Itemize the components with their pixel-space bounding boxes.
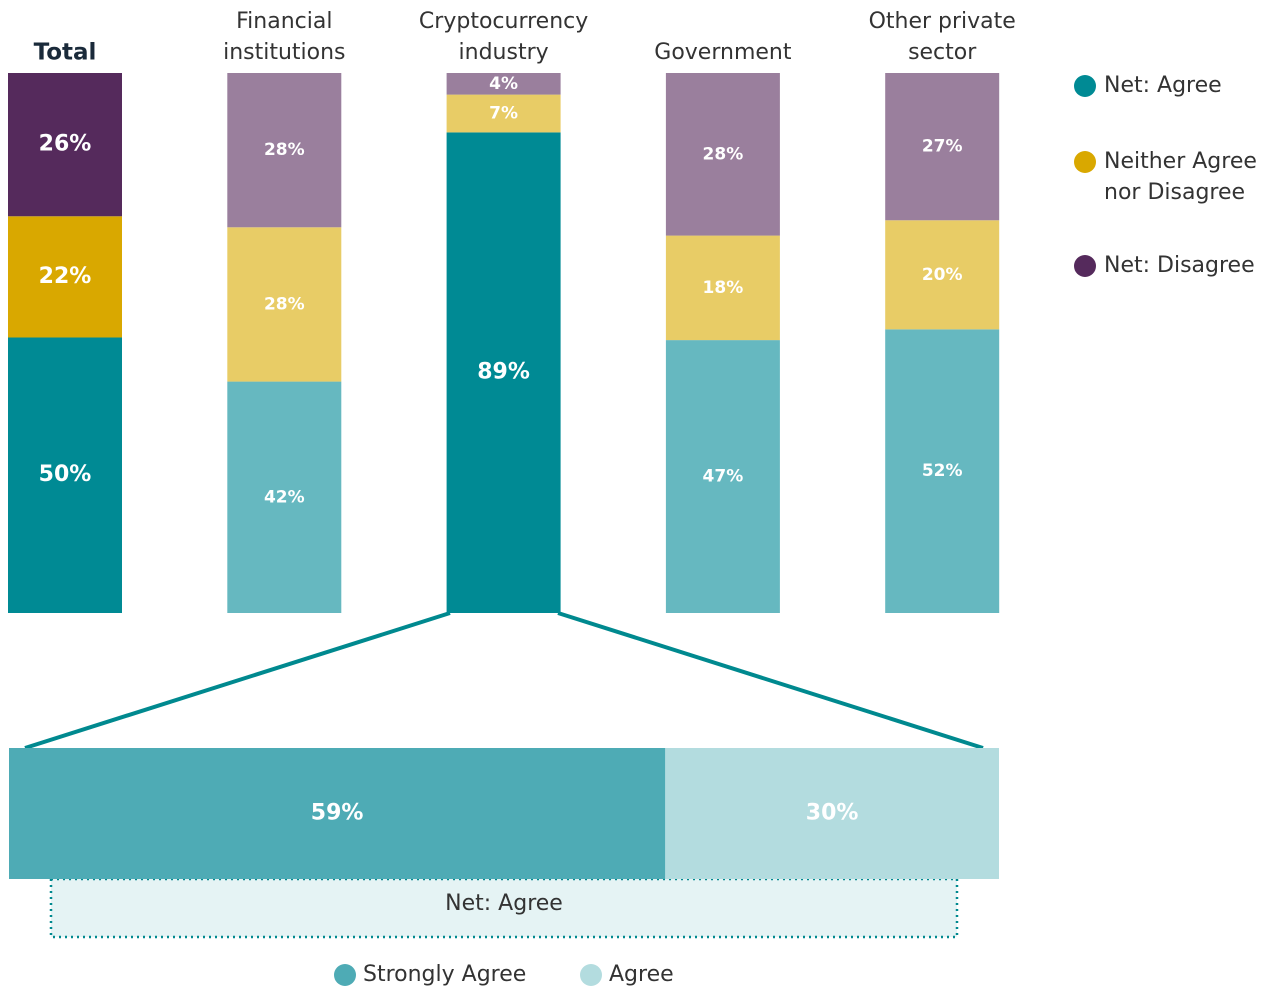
value-label: 30% xyxy=(806,801,859,826)
bar-segment xyxy=(9,748,666,879)
x-tick-label: Cryptocurrency industry xyxy=(418,9,589,65)
value-label: 18% xyxy=(703,278,744,298)
x-tick-label: Other private sector xyxy=(868,9,1016,65)
zoom-line xyxy=(24,611,451,750)
value-label: 28% xyxy=(264,294,305,314)
bar-segment xyxy=(446,94,561,133)
x-tick-label: Financial institutions xyxy=(223,9,346,65)
value-label: 47% xyxy=(703,467,744,487)
value-label: 28% xyxy=(703,144,744,164)
legend-marker xyxy=(334,964,356,986)
legend-label: Strongly Agree xyxy=(363,962,527,987)
value-label: 28% xyxy=(264,140,305,160)
legend-label: Neither Agree nor Disagree xyxy=(1104,149,1257,205)
bar-segment xyxy=(665,340,780,613)
value-label: 59% xyxy=(311,801,364,826)
value-label: 89% xyxy=(477,360,530,385)
zoom-line xyxy=(557,611,984,750)
bar-segment xyxy=(665,748,999,879)
bar-segment xyxy=(227,381,342,613)
value-label: 26% xyxy=(39,132,92,157)
bar-segment xyxy=(885,329,1000,613)
annotation: Net: Agree xyxy=(445,891,563,916)
value-label: 50% xyxy=(39,462,92,487)
legend-marker xyxy=(580,964,602,986)
bar-segment xyxy=(665,73,780,236)
value-label: 4% xyxy=(489,74,518,94)
legend-marker xyxy=(1074,255,1096,277)
bar-segment xyxy=(227,73,342,228)
bar-segment xyxy=(885,73,1000,221)
bar-segment xyxy=(8,216,122,338)
legend-marker xyxy=(1074,75,1096,97)
value-label: 42% xyxy=(264,487,305,507)
x-tick-label: Government xyxy=(654,40,792,65)
legend-label: Agree xyxy=(609,962,674,987)
bar-segment xyxy=(885,220,1000,330)
value-label: 27% xyxy=(922,137,963,157)
bar-segment xyxy=(8,337,122,613)
value-label: 20% xyxy=(922,265,963,285)
legend-marker xyxy=(1074,151,1096,173)
bar-segment xyxy=(446,73,561,95)
bracket xyxy=(49,877,959,939)
bar-segment xyxy=(227,227,342,382)
legend-label: Net: Disagree xyxy=(1104,253,1255,278)
value-label: 52% xyxy=(922,461,963,481)
value-label: 7% xyxy=(489,104,518,124)
legend-label: Net: Agree xyxy=(1104,73,1222,98)
bar-segment xyxy=(8,73,122,217)
bar-segment xyxy=(446,132,561,613)
bar-segment xyxy=(665,235,780,341)
value-label: 22% xyxy=(39,264,92,289)
x-tick-label: Total xyxy=(34,40,97,66)
